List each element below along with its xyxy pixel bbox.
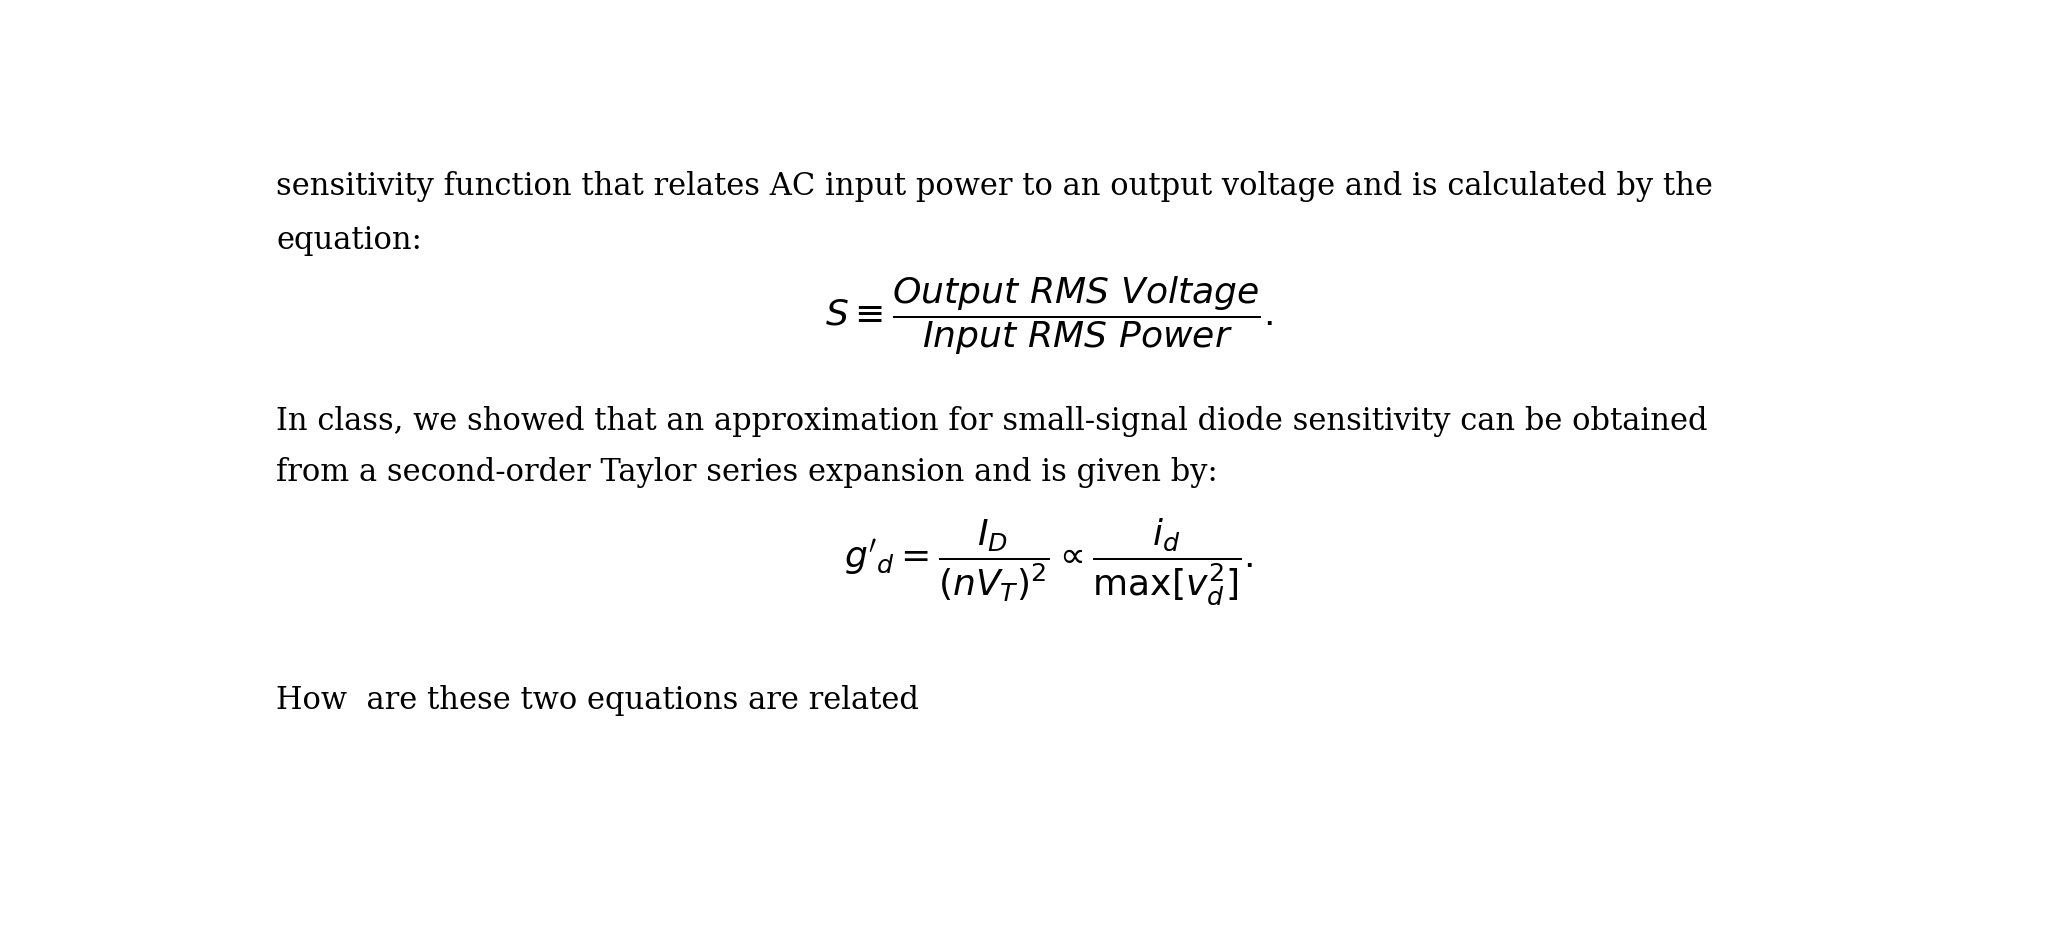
Text: $S \equiv \dfrac{\mathit{Output\ RMS\ Voltage}}{\mathit{Input\ RMS\ Power}}.$: $S \equiv \dfrac{\mathit{Output\ RMS\ Vo… xyxy=(825,275,1273,357)
Text: sensitivity function that relates AC input power to an output voltage and is cal: sensitivity function that relates AC inp… xyxy=(276,171,1713,202)
Text: How  are these two equations are related: How are these two equations are related xyxy=(276,685,919,716)
Text: In class, we showed that an approximation for small-signal diode sensitivity can: In class, we showed that an approximatio… xyxy=(276,407,1708,438)
Text: $g'_d = \dfrac{I_D}{(nV_T)^2} \propto \dfrac{i_d}{\mathrm{max}[v_d^2]}.$: $g'_d = \dfrac{I_D}{(nV_T)^2} \propto \d… xyxy=(843,517,1254,607)
Text: equation:: equation: xyxy=(276,225,421,256)
Text: from a second-order Taylor series expansion and is given by:: from a second-order Taylor series expans… xyxy=(276,457,1217,488)
